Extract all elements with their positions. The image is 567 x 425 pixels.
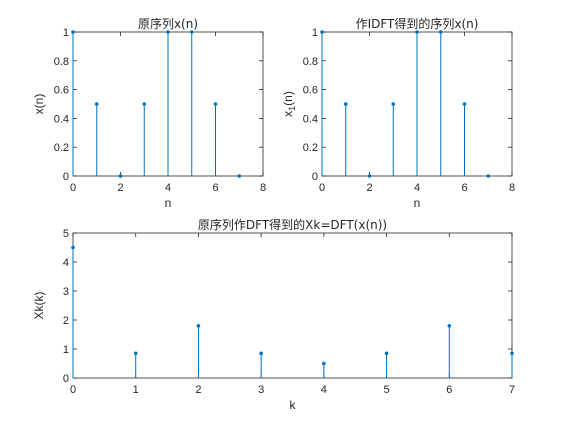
y-tick-label: 4 [63, 257, 69, 269]
stem-marker [166, 30, 170, 34]
y-axis-label: x1(n) [281, 91, 297, 117]
x-tick-label: 2 [117, 182, 123, 194]
x-tick-label: 1 [133, 384, 139, 396]
y-tick-label: 0.2 [303, 142, 318, 154]
stem-marker [213, 102, 218, 106]
y-axis-label-base: x(n) [32, 94, 46, 115]
y-tick-label: 1 [312, 27, 318, 39]
y-tick-label: 0.2 [54, 142, 69, 154]
stem-marker [367, 174, 372, 178]
y-tick-label: 3 [63, 286, 69, 298]
subplot-1: 0 2 4 6 8 0 0.2 0.4 0.6 0.8 1 原序列x(n) n x(n) [32, 16, 266, 210]
y-axis-label-subscript: 1 [287, 106, 297, 111]
x-tick-label: 8 [260, 182, 266, 194]
x-tick-label: 0 [70, 182, 76, 194]
x-tick-label: 0 [319, 182, 325, 194]
x-tick-label: 2 [195, 384, 201, 396]
x-tick-label: 4 [165, 182, 171, 194]
x-tick-label: 3 [258, 384, 264, 396]
stem-marker [196, 324, 201, 328]
x-axis-label: k [290, 398, 297, 412]
x-tick-label: 5 [384, 384, 390, 396]
chart-title: 作IDFT得到的序列x(n) [356, 16, 479, 31]
x-axis-label: n [414, 196, 421, 210]
stem-marker [510, 351, 514, 356]
stem-marker [133, 351, 138, 356]
x-tick-label: 6 [212, 182, 218, 194]
stem-marker [322, 361, 326, 366]
y-tick-label: 5 [63, 228, 69, 240]
y-tick-label: 0 [312, 171, 318, 183]
y-axis-label: Xk(k) [32, 292, 46, 320]
y-tick-label: 0.4 [54, 113, 69, 125]
axes-box [72, 232, 513, 379]
y-tick-label: 0 [63, 373, 69, 385]
x-tick-label: 2 [366, 182, 372, 194]
stem-marker [118, 174, 123, 178]
stem-marker [391, 102, 396, 106]
stem-marker [384, 351, 389, 356]
x-axis-label: n [165, 196, 172, 210]
stem-marker [71, 30, 75, 34]
stem-marker [189, 30, 194, 34]
y-tick-label: 1 [63, 27, 69, 39]
stem-marker [486, 174, 491, 178]
y-tick-label: 2 [63, 315, 69, 327]
stem-marker [438, 30, 443, 34]
x-tick-label: 0 [70, 384, 76, 396]
stem-marker [447, 324, 452, 328]
y-axis-label-suffix: (n) [281, 91, 295, 106]
y-axis-label-base: Xk(k) [32, 292, 46, 320]
stem-marker [94, 102, 99, 106]
stem-marker [415, 30, 419, 34]
stem-marker [343, 102, 348, 106]
y-tick-label: 0.6 [54, 85, 69, 97]
y-tick-label: 1 [63, 344, 69, 356]
y-tick-label: 0 [63, 171, 69, 183]
stem-marker [462, 102, 467, 106]
y-axis-label: x(n) [32, 94, 46, 115]
subplot-3: 0 1 2 3 4 5 6 7 0 1 2 3 4 5 原序列作DFT得到的Xk=DFT(x(n)) k Xk(… [32, 217, 515, 412]
stem-marker [320, 30, 324, 34]
x-tick-label: 4 [414, 182, 420, 194]
chart-title: 原序列x(n) [138, 16, 198, 31]
y-tick-label: 0.8 [303, 56, 318, 68]
y-axis-label-base: x [281, 111, 295, 117]
x-tick-label: 8 [509, 182, 515, 194]
x-tick-label: 7 [509, 384, 515, 396]
chart-title: 原序列作DFT得到的Xk=DFT(x(n)) [198, 217, 387, 232]
stem-marker [71, 245, 75, 250]
stem-marker [142, 102, 147, 106]
y-tick-label: 0.4 [303, 113, 318, 125]
x-tick-label: 6 [446, 384, 452, 396]
y-tick-label: 0.8 [54, 56, 69, 68]
y-tick-label: 0.6 [303, 85, 318, 97]
x-tick-label: 6 [461, 182, 467, 194]
x-tick-label: 4 [321, 384, 327, 396]
stem-marker [237, 174, 242, 178]
stem-marker [259, 351, 263, 356]
